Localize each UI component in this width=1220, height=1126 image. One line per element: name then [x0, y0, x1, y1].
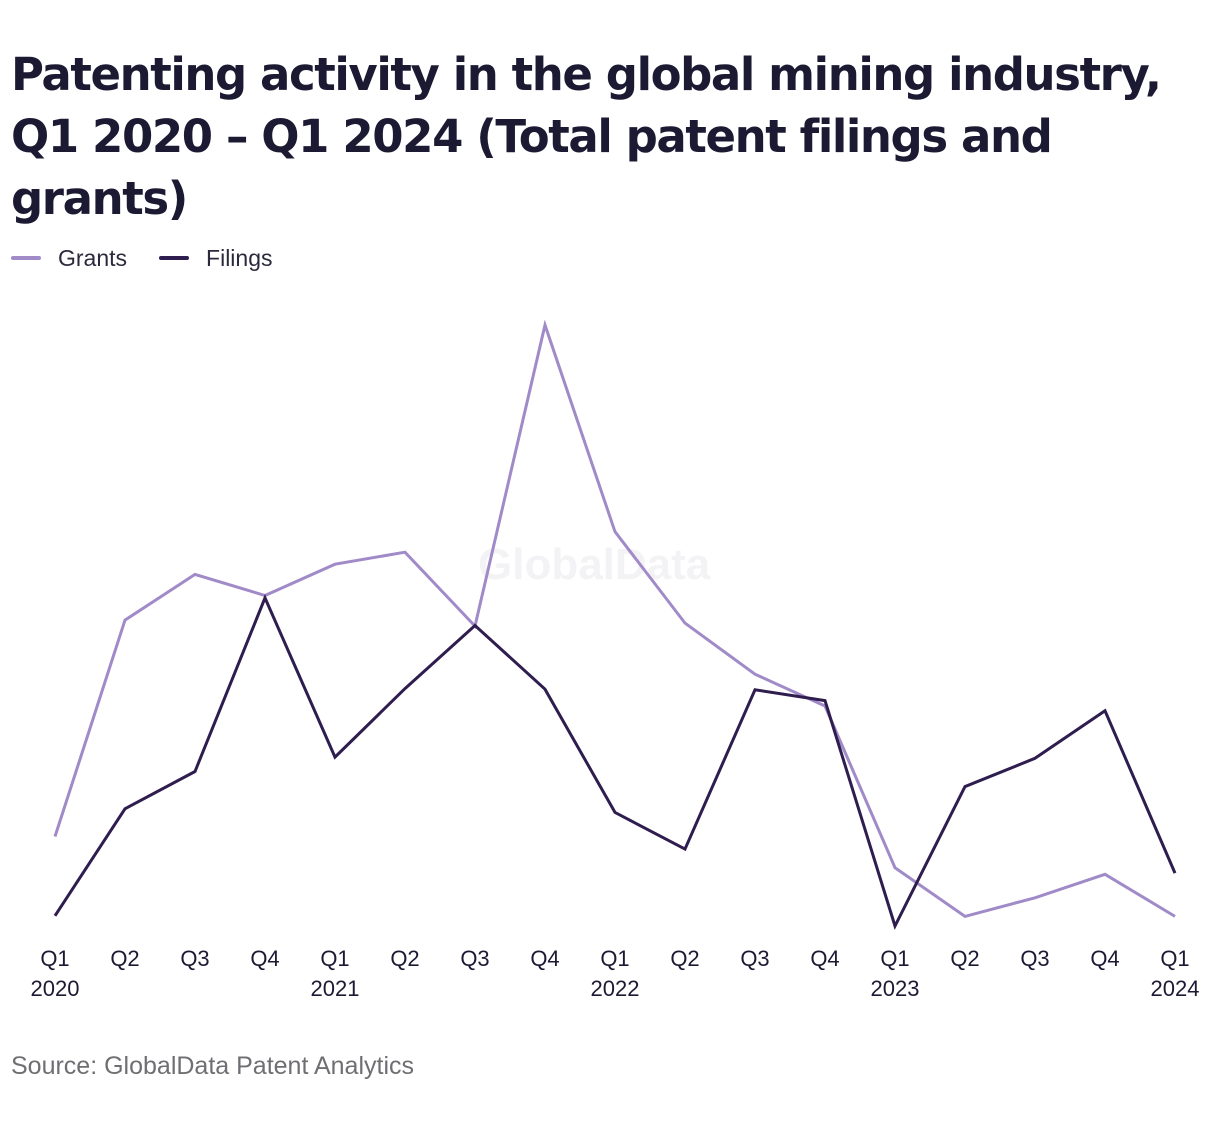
x-tick-label: Q2: [110, 946, 139, 971]
x-tick-label: Q1: [40, 946, 69, 971]
data-point-filings[interactable]: [1098, 704, 1112, 718]
data-point-grants[interactable]: [118, 613, 132, 627]
legend-swatch-grants: [11, 256, 41, 260]
data-point-grants[interactable]: [1028, 891, 1042, 905]
data-point-filings[interactable]: [608, 805, 622, 819]
legend-label-filings: Filings: [206, 244, 273, 271]
x-tick-label: Q3: [1020, 946, 1049, 971]
data-point-filings[interactable]: [678, 842, 692, 856]
data-point-filings[interactable]: [398, 682, 412, 696]
data-point-filings[interactable]: [748, 683, 762, 697]
x-axis-ticks: Q1 2020 Q2 Q3 Q4 Q1 2021 Q2 Q3 Q4 Q1 2022 Q2 Q3 Q4 Q1 20…: [31, 946, 1200, 1001]
x-tick-label: Q4: [1090, 946, 1119, 971]
x-tick-label: Q3: [180, 946, 209, 971]
data-point-grants[interactable]: [608, 525, 622, 539]
watermark: GlobalData: [478, 540, 711, 589]
x-tick-label: Q3: [740, 946, 769, 971]
data-point-filings[interactable]: [258, 591, 272, 605]
chart-title: Patenting activity in the global mining …: [11, 48, 1162, 225]
line-chart: Q1 2020 Q2 Q3 Q4 Q1 2021 Q2 Q3 Q4 Q1 2022 Q2 Q3 Q4 Q1 20…: [31, 318, 1200, 1001]
x-tick-year-label: 2023: [871, 976, 920, 1001]
data-point-grants[interactable]: [1098, 867, 1112, 881]
x-tick-label: Q1: [1160, 946, 1189, 971]
x-tick-year-label: 2020: [31, 976, 80, 1001]
x-tick-label: Q2: [670, 946, 699, 971]
x-tick-label: Q4: [250, 946, 279, 971]
x-tick-label: Q3: [460, 946, 489, 971]
x-tick-label: Q4: [810, 946, 839, 971]
data-point-filings[interactable]: [468, 619, 482, 633]
x-tick-year-label: 2021: [311, 976, 360, 1001]
x-tick-label: Q2: [950, 946, 979, 971]
data-point-filings[interactable]: [1168, 866, 1182, 880]
series-layer: [48, 318, 1182, 933]
data-point-filings[interactable]: [1028, 751, 1042, 765]
data-point-grants[interactable]: [48, 829, 62, 843]
data-point-filings[interactable]: [538, 682, 552, 696]
x-tick-label: Q1: [880, 946, 909, 971]
data-point-grants[interactable]: [188, 567, 202, 581]
data-point-grants[interactable]: [328, 557, 342, 571]
series-line-filings[interactable]: [53, 594, 1177, 930]
x-tick-year-label: 2022: [591, 976, 640, 1001]
legend-label-grants: Grants: [58, 244, 128, 271]
legend-swatch-filings: [159, 256, 190, 260]
x-tick-year-label: 2024: [1151, 976, 1200, 1001]
data-point-grants[interactable]: [398, 545, 412, 559]
data-point-grants[interactable]: [678, 616, 692, 630]
data-point-filings[interactable]: [328, 750, 342, 764]
series-line-grants[interactable]: [53, 319, 1176, 919]
x-tick-label: Q1: [600, 946, 629, 971]
data-point-filings[interactable]: [818, 694, 832, 708]
data-point-filings[interactable]: [888, 919, 902, 933]
source-note: Source: GlobalData Patent Analytics: [11, 1052, 415, 1080]
data-point-filings[interactable]: [48, 909, 62, 923]
x-tick-label: Q1: [320, 946, 349, 971]
data-point-grants[interactable]: [958, 909, 972, 923]
data-point-grants[interactable]: [888, 861, 902, 875]
data-point-filings[interactable]: [188, 765, 202, 779]
data-point-filings[interactable]: [958, 780, 972, 794]
data-point-grants[interactable]: [1168, 909, 1182, 923]
legend-item-grants[interactable]: Grants: [11, 245, 127, 272]
x-tick-label: Q4: [530, 946, 559, 971]
legend: Grants Filings: [11, 242, 305, 274]
legend-item-filings[interactable]: Filings: [159, 244, 273, 272]
x-tick-label: Q2: [390, 946, 419, 971]
data-point-grants[interactable]: [538, 318, 552, 332]
data-point-grants[interactable]: [748, 667, 762, 681]
data-point-filings[interactable]: [118, 802, 132, 816]
